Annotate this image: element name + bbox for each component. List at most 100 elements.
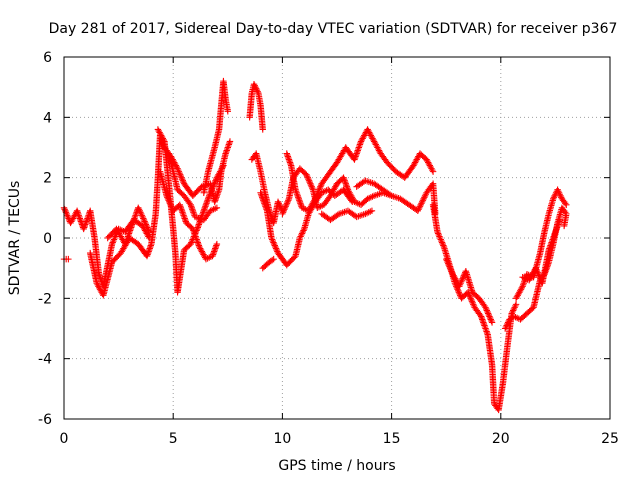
data-point-interp	[437, 236, 444, 243]
series-arc-b	[60, 255, 72, 263]
data-point-interp	[533, 267, 541, 275]
data-point-interp	[167, 201, 174, 209]
series-arc-q	[429, 201, 520, 414]
data-point-interp	[314, 189, 321, 196]
data-point-interp	[557, 192, 564, 199]
data-point-interp	[535, 271, 542, 278]
data-point-interp	[509, 308, 516, 316]
data-point-interp	[334, 211, 341, 219]
data-point-interp	[416, 203, 424, 210]
y-tick-label: -4	[38, 352, 52, 368]
series-arc-l	[259, 255, 277, 272]
data-point-interp	[486, 313, 493, 320]
data-point-interp	[534, 269, 541, 276]
data-point-interp	[252, 85, 260, 92]
data-point-interp	[137, 210, 145, 218]
data-point	[434, 228, 441, 236]
data-point-interp	[418, 200, 425, 207]
x-tick-label: 5	[169, 431, 178, 447]
data-point	[554, 186, 561, 193]
series-arc-e	[154, 126, 227, 296]
data-point-interp	[487, 316, 494, 323]
data-point-interp	[429, 166, 436, 174]
data-point-interp	[486, 314, 494, 322]
data-point	[213, 240, 221, 248]
x-tick-label: 20	[492, 431, 510, 447]
data-point-interp	[317, 183, 324, 190]
data-point	[482, 304, 489, 311]
data-point-interp	[61, 206, 68, 213]
data-point-interp	[444, 258, 451, 266]
data-point-interp	[511, 304, 518, 311]
data-point-interp	[211, 180, 218, 187]
data-point-interp	[254, 88, 261, 95]
data-point-interp	[140, 216, 148, 224]
data-point-interp	[64, 213, 72, 221]
data-point-interp	[420, 195, 427, 202]
data-point-interp	[446, 264, 454, 272]
data-point	[187, 240, 194, 248]
data-point-interp	[316, 185, 323, 192]
data-point-interp	[483, 307, 491, 314]
series-arc-k	[257, 186, 356, 269]
data-point-interp	[313, 192, 320, 199]
data-point-interp	[110, 236, 118, 243]
data-point-interp	[502, 323, 510, 331]
data-point-interp	[504, 319, 512, 326]
data-point	[443, 255, 450, 263]
data-point	[556, 216, 563, 224]
data-point-interp	[268, 236, 276, 243]
data-point-interp	[209, 185, 216, 192]
series-arc-i	[246, 80, 266, 133]
data-point-interp	[279, 209, 287, 216]
data-point-interp	[142, 221, 150, 228]
data-point-interp	[445, 261, 453, 269]
data-point-interp	[281, 204, 289, 212]
y-tick-labels: -6 -4 -2 0 2 4 6	[38, 50, 52, 428]
data-point-interp	[64, 212, 71, 219]
data-point	[563, 201, 570, 209]
data-point-interp	[458, 278, 465, 285]
data-point-interp	[311, 197, 318, 204]
data-point-interp	[447, 266, 454, 273]
data-point-interp	[208, 186, 215, 193]
data-point-interp	[482, 305, 490, 313]
data-point-interp	[306, 178, 313, 186]
data-point-interp	[284, 198, 291, 205]
data-point-interp	[213, 175, 220, 183]
data-point-interp	[455, 289, 463, 296]
data-point-interp	[271, 242, 278, 249]
data-point-interp	[533, 266, 540, 273]
data-point-interp	[299, 228, 306, 236]
data-point-interp	[164, 194, 171, 201]
x-tick-label: 0	[60, 431, 69, 447]
data-point-interp	[135, 206, 143, 213]
data-point-interp	[175, 166, 182, 174]
data-point	[296, 234, 304, 242]
data-point	[207, 189, 214, 196]
data-point-interp	[444, 260, 452, 267]
data-point-interp	[518, 284, 526, 291]
data-point-interp	[282, 203, 289, 210]
data-point-interp	[281, 206, 288, 213]
data-point-interp	[418, 198, 426, 205]
grid-lines	[64, 57, 610, 419]
data-point-interp	[470, 301, 477, 308]
data-point-interp	[138, 212, 146, 219]
data-point-interp	[212, 177, 219, 184]
data-point-interp	[297, 233, 304, 240]
data-point	[456, 283, 463, 290]
data-point-interp	[448, 269, 456, 276]
data-point-interp	[276, 201, 283, 209]
data-point	[303, 171, 310, 178]
series-arc-r	[443, 255, 496, 326]
data-point-interp	[211, 178, 219, 186]
data-point-interp	[421, 194, 428, 201]
y-tick-label: -6	[38, 412, 52, 428]
series-arc-f	[156, 168, 221, 263]
data-point-interp	[504, 320, 511, 328]
y-tick-label: 0	[43, 231, 52, 247]
data-point-interp	[503, 322, 510, 329]
data-point-interp	[209, 183, 217, 190]
data-point-interp	[458, 277, 466, 284]
